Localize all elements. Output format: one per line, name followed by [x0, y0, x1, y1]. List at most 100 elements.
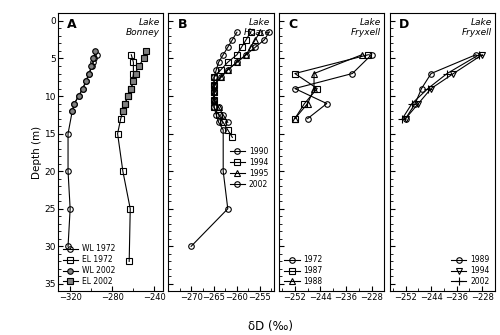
1989: [418, 86, 424, 90]
1990: [211, 98, 217, 102]
2002: [216, 105, 222, 109]
EL 2002: [122, 102, 128, 106]
Line: 1995: 1995: [212, 29, 262, 110]
EL 2002: [136, 64, 141, 68]
Text: Lake
Hoare: Lake Hoare: [244, 17, 270, 37]
Legend: WL 1972, EL 1972, WL 2002, EL 2002: WL 1972, EL 1972, WL 2002, EL 2002: [62, 243, 117, 288]
1995: [225, 68, 231, 72]
1990: [220, 169, 226, 173]
Text: A: A: [67, 17, 76, 30]
WL 2002: [76, 94, 82, 98]
1995: [216, 105, 222, 109]
WL 2002: [86, 71, 92, 75]
1994: [216, 113, 222, 117]
EL 2002: [132, 71, 138, 75]
1994: [211, 75, 217, 79]
Line: 2002: 2002: [212, 29, 272, 125]
1990: [211, 75, 217, 79]
2002: [409, 102, 415, 106]
WL 2002: [72, 102, 78, 106]
2002: [225, 120, 231, 124]
1988: [359, 53, 365, 57]
WL 2002: [88, 64, 94, 68]
1994: [211, 98, 217, 102]
Line: WL 2002: WL 2002: [70, 48, 98, 114]
1972: [292, 86, 298, 90]
1995: [211, 90, 217, 94]
2002: [220, 113, 226, 117]
Line: 1987: 1987: [292, 52, 371, 121]
Text: δD (‰): δD (‰): [248, 320, 292, 333]
Line: 1994: 1994: [212, 29, 254, 140]
1990: [188, 244, 194, 248]
2002: [218, 75, 224, 79]
2002: [211, 83, 217, 87]
Text: Lake
Bonney: Lake Bonney: [126, 17, 160, 37]
1988: [311, 71, 317, 75]
WL 1972: [92, 57, 98, 61]
Legend: 1972, 1987, 1988: 1972, 1987, 1988: [282, 254, 324, 288]
WL 1972: [76, 94, 82, 98]
Line: 1972: 1972: [292, 52, 374, 121]
WL 1972: [70, 109, 75, 113]
Legend: 1990, 1994, 1995, 2002: 1990, 1994, 1995, 2002: [228, 145, 270, 190]
EL 1972: [127, 207, 133, 211]
1987: [302, 102, 308, 106]
EL 1972: [118, 117, 124, 121]
EL 1972: [130, 71, 136, 75]
Line: 1990: 1990: [188, 29, 240, 249]
2002: [266, 30, 272, 34]
Text: Lake
Fryxell: Lake Fryxell: [351, 17, 381, 37]
1995: [234, 60, 240, 64]
Line: EL 2002: EL 2002: [120, 48, 149, 114]
1994: [218, 68, 224, 72]
1994: [450, 71, 456, 75]
1994: [243, 38, 249, 42]
1989: [428, 71, 434, 75]
1995: [257, 30, 263, 34]
WL 1972: [65, 244, 71, 248]
Text: B: B: [178, 17, 187, 30]
1990: [234, 30, 240, 34]
1995: [211, 98, 217, 102]
1989: [402, 117, 408, 121]
WL 1972: [83, 79, 89, 83]
1995: [243, 53, 249, 57]
WL 1972: [65, 132, 71, 136]
EL 2002: [125, 94, 131, 98]
1990: [225, 207, 231, 211]
WL 1972: [72, 102, 78, 106]
Text: D: D: [399, 17, 409, 30]
EL 1972: [120, 169, 126, 173]
Text: C: C: [288, 17, 298, 30]
1990: [230, 38, 235, 42]
1990: [216, 60, 222, 64]
1994: [211, 105, 217, 109]
EL 1972: [128, 53, 134, 57]
EL 1972: [126, 259, 132, 263]
1995: [252, 38, 258, 42]
2002: [211, 90, 217, 94]
2002: [252, 45, 258, 49]
1994: [230, 135, 235, 139]
1990: [216, 120, 222, 124]
1972: [304, 117, 310, 121]
1990: [220, 53, 226, 57]
EL 1972: [128, 86, 134, 90]
WL 1972: [90, 64, 96, 68]
WL 2002: [92, 49, 98, 53]
WL 2002: [70, 109, 75, 113]
1994: [211, 83, 217, 87]
1995: [218, 75, 224, 79]
EL 2002: [141, 57, 147, 61]
WL 1972: [90, 60, 96, 64]
WL 1972: [67, 207, 73, 211]
1989: [473, 53, 479, 57]
1990: [211, 105, 217, 109]
Line: 1994: 1994: [403, 52, 485, 121]
EL 2002: [120, 109, 126, 113]
EL 1972: [120, 109, 126, 113]
Line: WL 1972: WL 1972: [66, 52, 100, 249]
WL 2002: [80, 86, 86, 90]
1994: [211, 90, 217, 94]
